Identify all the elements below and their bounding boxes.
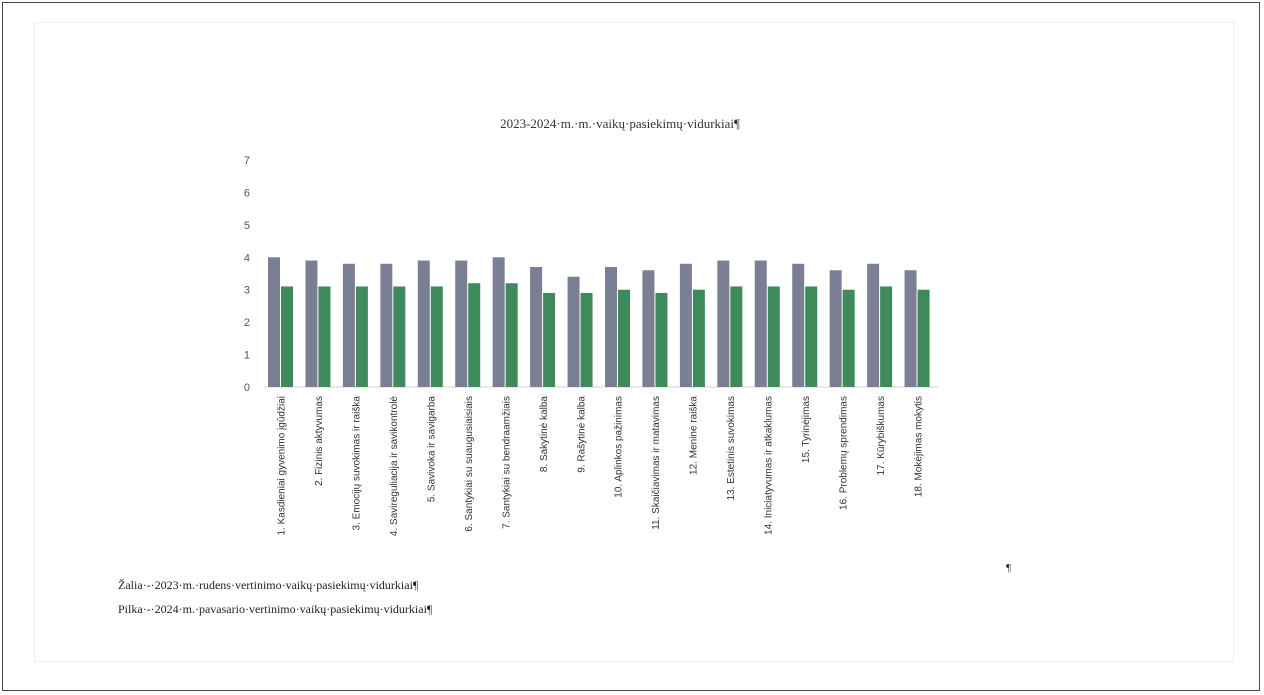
x-tick-label: 4. Savireguliacija ir savikontrolė xyxy=(389,396,400,537)
y-tick-label: 6 xyxy=(244,187,250,199)
bar-series-2-14 xyxy=(767,286,780,387)
bar-series-1-8 xyxy=(530,267,543,387)
bar-series-1-5 xyxy=(417,260,430,387)
bar-series-2-13 xyxy=(730,286,743,387)
x-tick-label: 10. Aplinkos pažinimas xyxy=(614,396,625,498)
x-tick-label: 9. Rašytinė kalba xyxy=(576,396,587,473)
bar-series-1-18 xyxy=(904,270,917,387)
y-tick-label: 0 xyxy=(244,382,250,394)
bar-series-1-9 xyxy=(567,276,580,387)
bar-series-1-17 xyxy=(867,263,880,387)
bar-series-2-12 xyxy=(692,289,705,387)
x-tick-label: 18. Mokėjimas mokytis xyxy=(913,396,924,497)
x-tick-label: 12. Meninė raiška xyxy=(689,396,700,475)
bar-series-2-4 xyxy=(393,286,406,387)
x-tick-label: 14. Iniciatyvumas ir atkaklumas xyxy=(764,396,775,535)
bar-series-1-6 xyxy=(455,260,468,387)
bar-series-2-7 xyxy=(505,283,518,387)
bar-series-1-15 xyxy=(792,263,805,387)
x-tick-label: 8. Sakytinė kalba xyxy=(539,396,550,473)
bar-series-1-13 xyxy=(717,260,730,387)
bar-series-2-9 xyxy=(580,292,593,387)
paragraph-mark: ¶ xyxy=(1006,562,1011,574)
bar-series-1-3 xyxy=(342,263,355,387)
bar-series-1-11 xyxy=(642,270,655,387)
y-tick-label: 3 xyxy=(244,285,250,297)
x-tick-label: 16. Problemų sprendimas xyxy=(838,396,849,510)
y-tick-label: 2 xyxy=(244,317,250,329)
x-tick-label: 13. Estetinis suvokimas xyxy=(726,396,737,501)
bar-series-2-5 xyxy=(430,286,443,387)
bar-series-1-14 xyxy=(754,260,767,387)
bar-series-2-17 xyxy=(880,286,893,387)
bar-series-2-18 xyxy=(917,289,930,387)
x-tick-label: 6. Santykiai su suaugusiaisiais xyxy=(464,396,475,532)
bar-series-1-10 xyxy=(605,267,617,387)
x-tick-label: 15. Tyrinėjimas xyxy=(801,396,812,463)
y-tick-label: 5 xyxy=(244,220,250,232)
bar-series-1-12 xyxy=(679,263,692,387)
x-tick-label: 1. Kasdieniai gyvenimo įgūdžiai xyxy=(277,396,288,536)
legend-note-green: Žalia·-·2023·m.·rudens·vertinimo·vaikų·p… xyxy=(118,578,419,592)
bar-series-1-4 xyxy=(380,263,393,387)
x-tick-label: 5. Savivoka ir savigarba xyxy=(427,396,438,503)
bar-series-1-2 xyxy=(305,260,318,387)
document-page xyxy=(34,22,1234,662)
x-tick-label: 11. Skaičiavimas ir matavimas xyxy=(651,396,662,530)
bar-series-1-1 xyxy=(268,257,280,387)
chart-title: 2023-2024·m.·m.·vaikų·pasiekimų·vidurkia… xyxy=(500,116,740,131)
x-tick-label: 17. Kūrybiškumas xyxy=(876,396,887,475)
bar-series-2-11 xyxy=(655,292,668,387)
x-tick-label: 7. Santykiai su bendraamžiais xyxy=(501,396,512,529)
bar-series-2-6 xyxy=(468,283,481,387)
bar-series-2-2 xyxy=(318,286,331,387)
bar-series-2-8 xyxy=(543,292,556,387)
legend-note-gray: Pilka·-·2024·m.·pavasario·vertinimo·vaik… xyxy=(118,602,433,616)
bar-series-2-10 xyxy=(618,289,630,387)
bar-series-2-15 xyxy=(805,286,818,387)
bar-series-2-1 xyxy=(281,286,293,387)
bar-series-1-7 xyxy=(492,257,505,387)
bar-series-2-3 xyxy=(355,286,368,387)
y-tick-label: 4 xyxy=(244,252,250,264)
y-tick-label: 7 xyxy=(244,155,250,167)
x-tick-label: 2. Fizinis aktyvumas xyxy=(314,396,325,486)
bar-series-1-16 xyxy=(829,270,842,387)
bar-series-2-16 xyxy=(842,289,855,387)
y-tick-label: 1 xyxy=(244,350,250,362)
x-tick-label: 3. Emocijų suvokimas ir raiška xyxy=(352,396,363,531)
